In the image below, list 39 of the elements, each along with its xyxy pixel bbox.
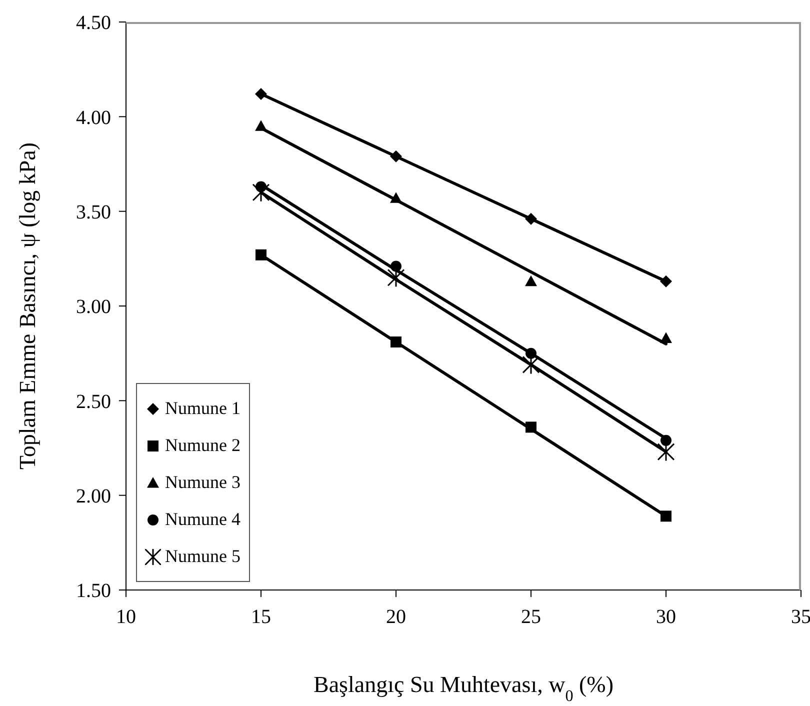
point	[526, 422, 536, 433]
point	[660, 434, 672, 446]
y-axis-title: Toplam Emme Basıncı, ψ (log kPa)	[15, 142, 40, 470]
point	[525, 275, 537, 286]
point	[256, 249, 266, 260]
point	[390, 150, 402, 162]
point	[390, 192, 402, 203]
x-tick-label: 25	[521, 606, 541, 628]
point	[660, 275, 672, 288]
point	[660, 510, 672, 522]
x-tick-label: 15	[251, 606, 271, 628]
y-tick-label: 1.50	[76, 580, 111, 602]
y-tick-label: 2.50	[76, 390, 111, 413]
point	[255, 120, 267, 131]
x-tick-label: 20	[386, 606, 406, 628]
legend-label: Numune 1	[165, 398, 240, 419]
point	[522, 354, 540, 374]
point	[390, 260, 402, 272]
point	[390, 336, 402, 348]
y-tick-label: 3.50	[76, 201, 111, 224]
x-tick-label: 10	[116, 606, 136, 628]
x-axis-title: Başlangıç Su Muhtevası, w$_{0}$ (%)	[314, 672, 614, 704]
legend-label: Numune 2	[165, 435, 240, 456]
legend-label: Numune 4	[165, 509, 240, 530]
x-tick-label: 35	[791, 606, 810, 628]
y-tick-label: 4.50	[76, 12, 111, 34]
x-tick-label: 30	[656, 606, 676, 628]
legend-label: Numune 3	[165, 472, 240, 493]
point	[526, 348, 536, 359]
point	[252, 182, 270, 202]
y-tick-label: 2.00	[76, 485, 111, 508]
point	[525, 212, 537, 225]
point	[255, 88, 267, 100]
point	[657, 442, 675, 462]
point	[387, 268, 405, 288]
y-tick-label: 4.00	[76, 106, 111, 129]
point	[660, 332, 672, 343]
legend-label: Numune 5	[165, 546, 240, 567]
y-tick-label: 3.00	[76, 296, 111, 318]
